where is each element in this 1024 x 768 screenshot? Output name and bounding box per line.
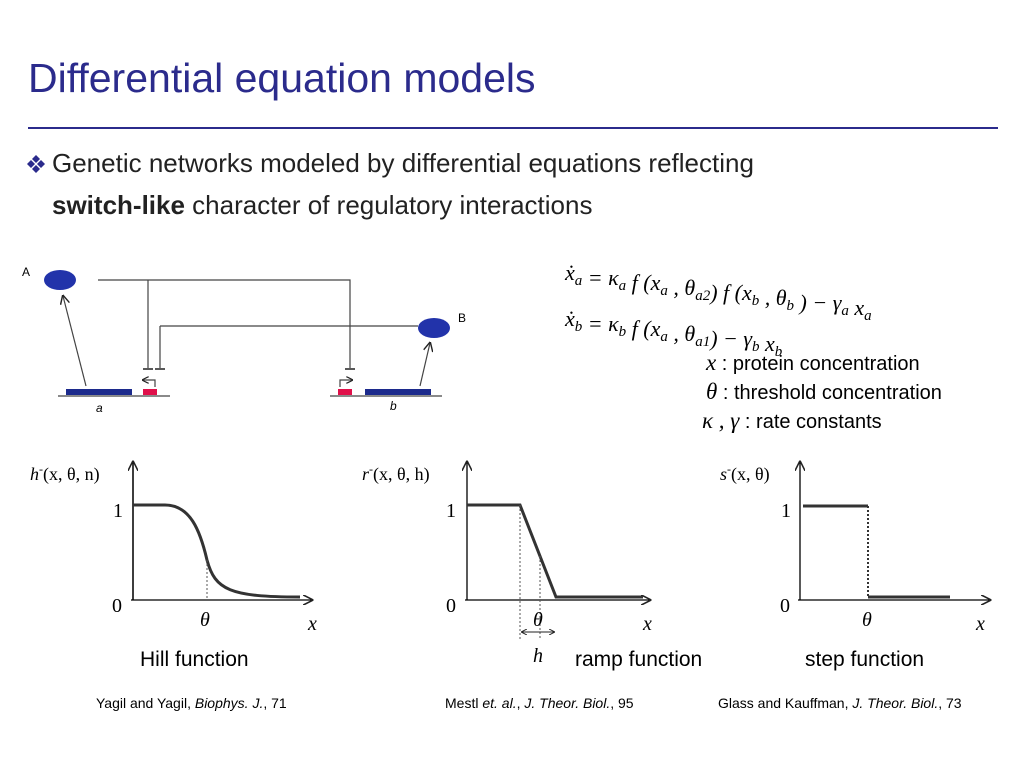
legend-symbol: x	[705, 350, 717, 375]
bullet-line: Genetic networks modeled by differential…	[52, 148, 754, 178]
h-label: h	[533, 645, 543, 667]
bullet-line: switch-like character of regulatory inte…	[52, 190, 592, 220]
eq-subscript: b	[575, 319, 583, 335]
eq-subscript: b	[787, 298, 795, 314]
tick-label: 0	[446, 595, 456, 617]
tick-label: 0	[112, 595, 122, 617]
eq-subscript: b	[619, 324, 627, 340]
eq-text: = κ	[582, 311, 619, 336]
y-label: h-(x, θ, n)	[30, 462, 100, 485]
legend-text: : protein concentration	[716, 353, 919, 375]
eq-text: f (x	[626, 270, 660, 295]
eq-subscript: b	[752, 339, 760, 355]
theta-label: θ	[200, 609, 210, 631]
fn-args: (x, θ)	[731, 464, 770, 485]
tick-label: 0	[780, 595, 790, 617]
citation-volume: , 71	[263, 695, 287, 711]
legend-text: : rate constants	[739, 411, 881, 433]
fn-name: s	[720, 464, 727, 484]
eq-text: , θ	[668, 275, 696, 300]
fn-name: h	[30, 464, 39, 484]
eq-subscript: a	[660, 283, 668, 299]
citation-journal: J. Theor. Biol.	[851, 695, 938, 711]
citation-etal: et. al.	[482, 695, 516, 711]
bullet-icon	[27, 155, 45, 173]
eq-text: ) − γ	[794, 290, 843, 315]
tick-label: 1	[113, 500, 123, 522]
eq-text: ) f (x	[708, 280, 752, 305]
citation-volume: , 73	[938, 695, 962, 711]
eq-text: , θ	[759, 285, 787, 310]
theta-label: θ	[533, 609, 543, 631]
text: character of regulatory interactions	[185, 190, 593, 220]
legend-text: : threshold concentration	[717, 382, 942, 404]
eq-text: ẋ	[564, 306, 575, 331]
eq-text: , θ	[668, 321, 696, 346]
bold-text: switch-like	[52, 190, 185, 220]
x-label: x	[642, 613, 652, 635]
gene-label: a	[96, 401, 103, 415]
tick-label: 1	[446, 500, 456, 522]
eq-subscript: a	[864, 308, 872, 324]
equation: ẋa = κa f (xa , θa2) f (xb , θb ) − γa x…	[564, 260, 872, 324]
legend-line: θ : threshold concentration	[706, 379, 942, 404]
y-label: r-(x, θ, h)	[362, 462, 430, 485]
hill-curve	[133, 503, 301, 599]
eq-subscript: a2	[695, 288, 711, 304]
protein-label: B	[458, 311, 466, 325]
eq-text: x	[760, 331, 776, 356]
eq-subscript: a1	[695, 334, 710, 350]
tick-label: 1	[781, 500, 791, 522]
gene-label: b	[390, 399, 397, 413]
eq-text: ) − γ	[708, 326, 753, 351]
eq-subscript: a	[575, 273, 583, 289]
fn-sup: -	[727, 462, 731, 476]
network-diagram	[44, 270, 450, 397]
protein-label: A	[22, 265, 30, 279]
citation-sep: ,	[517, 695, 525, 711]
citation-journal: Biophys. J.	[195, 695, 263, 711]
theta-label: θ	[862, 609, 872, 631]
eq-text: = κ	[582, 265, 619, 290]
fn-args: (x, θ, h)	[373, 464, 430, 485]
eq-subscript: b	[752, 293, 760, 309]
x-label: x	[307, 613, 317, 635]
eq-text: ẋ	[564, 260, 575, 285]
citation: Yagil and Yagil, Biophys. J., 71	[96, 695, 287, 711]
citation: Glass and Kauffman, J. Theor. Biol., 73	[718, 695, 962, 711]
eq-subscript: a	[841, 303, 849, 319]
fn-sup: -	[39, 462, 43, 476]
citation-authors: Mestl	[445, 695, 482, 711]
eq-subscript: b	[775, 344, 783, 360]
eq-subscript: a	[619, 278, 627, 294]
citation-journal: J. Theor. Biol.	[523, 695, 610, 711]
ramp-curve	[467, 503, 643, 599]
citation-authors: Yagil and Yagil,	[96, 695, 195, 711]
legend-line: κ , γ : rate constants	[702, 408, 882, 433]
equation: ẋb = κb f (xa , θa1) − γb xb	[564, 306, 783, 360]
axes	[131, 462, 312, 600]
eq-subscript: a	[660, 329, 668, 345]
fn-name: r	[362, 464, 370, 484]
eq-text: x	[849, 295, 865, 320]
guide	[519, 505, 541, 640]
caption: ramp function	[575, 648, 702, 671]
fn-args: (x, θ, n)	[43, 464, 100, 485]
caption: step function	[805, 648, 924, 671]
legend-symbol: θ	[706, 379, 717, 404]
citation-authors: Glass and Kauffman,	[718, 695, 852, 711]
citation-volume: , 95	[610, 695, 634, 711]
legend-line: x : protein concentration	[705, 350, 920, 375]
step-curve	[803, 504, 950, 599]
y-label: s-(x, θ)	[720, 462, 770, 485]
title: Differential equation models	[28, 55, 536, 101]
fn-sup: -	[369, 462, 373, 476]
citation: Mestl et. al., J. Theor. Biol., 95	[445, 695, 634, 711]
caption: Hill function	[140, 648, 249, 671]
x-label: x	[975, 613, 985, 635]
legend-symbol: κ , γ	[702, 408, 740, 433]
eq-text: f (x	[626, 316, 660, 341]
